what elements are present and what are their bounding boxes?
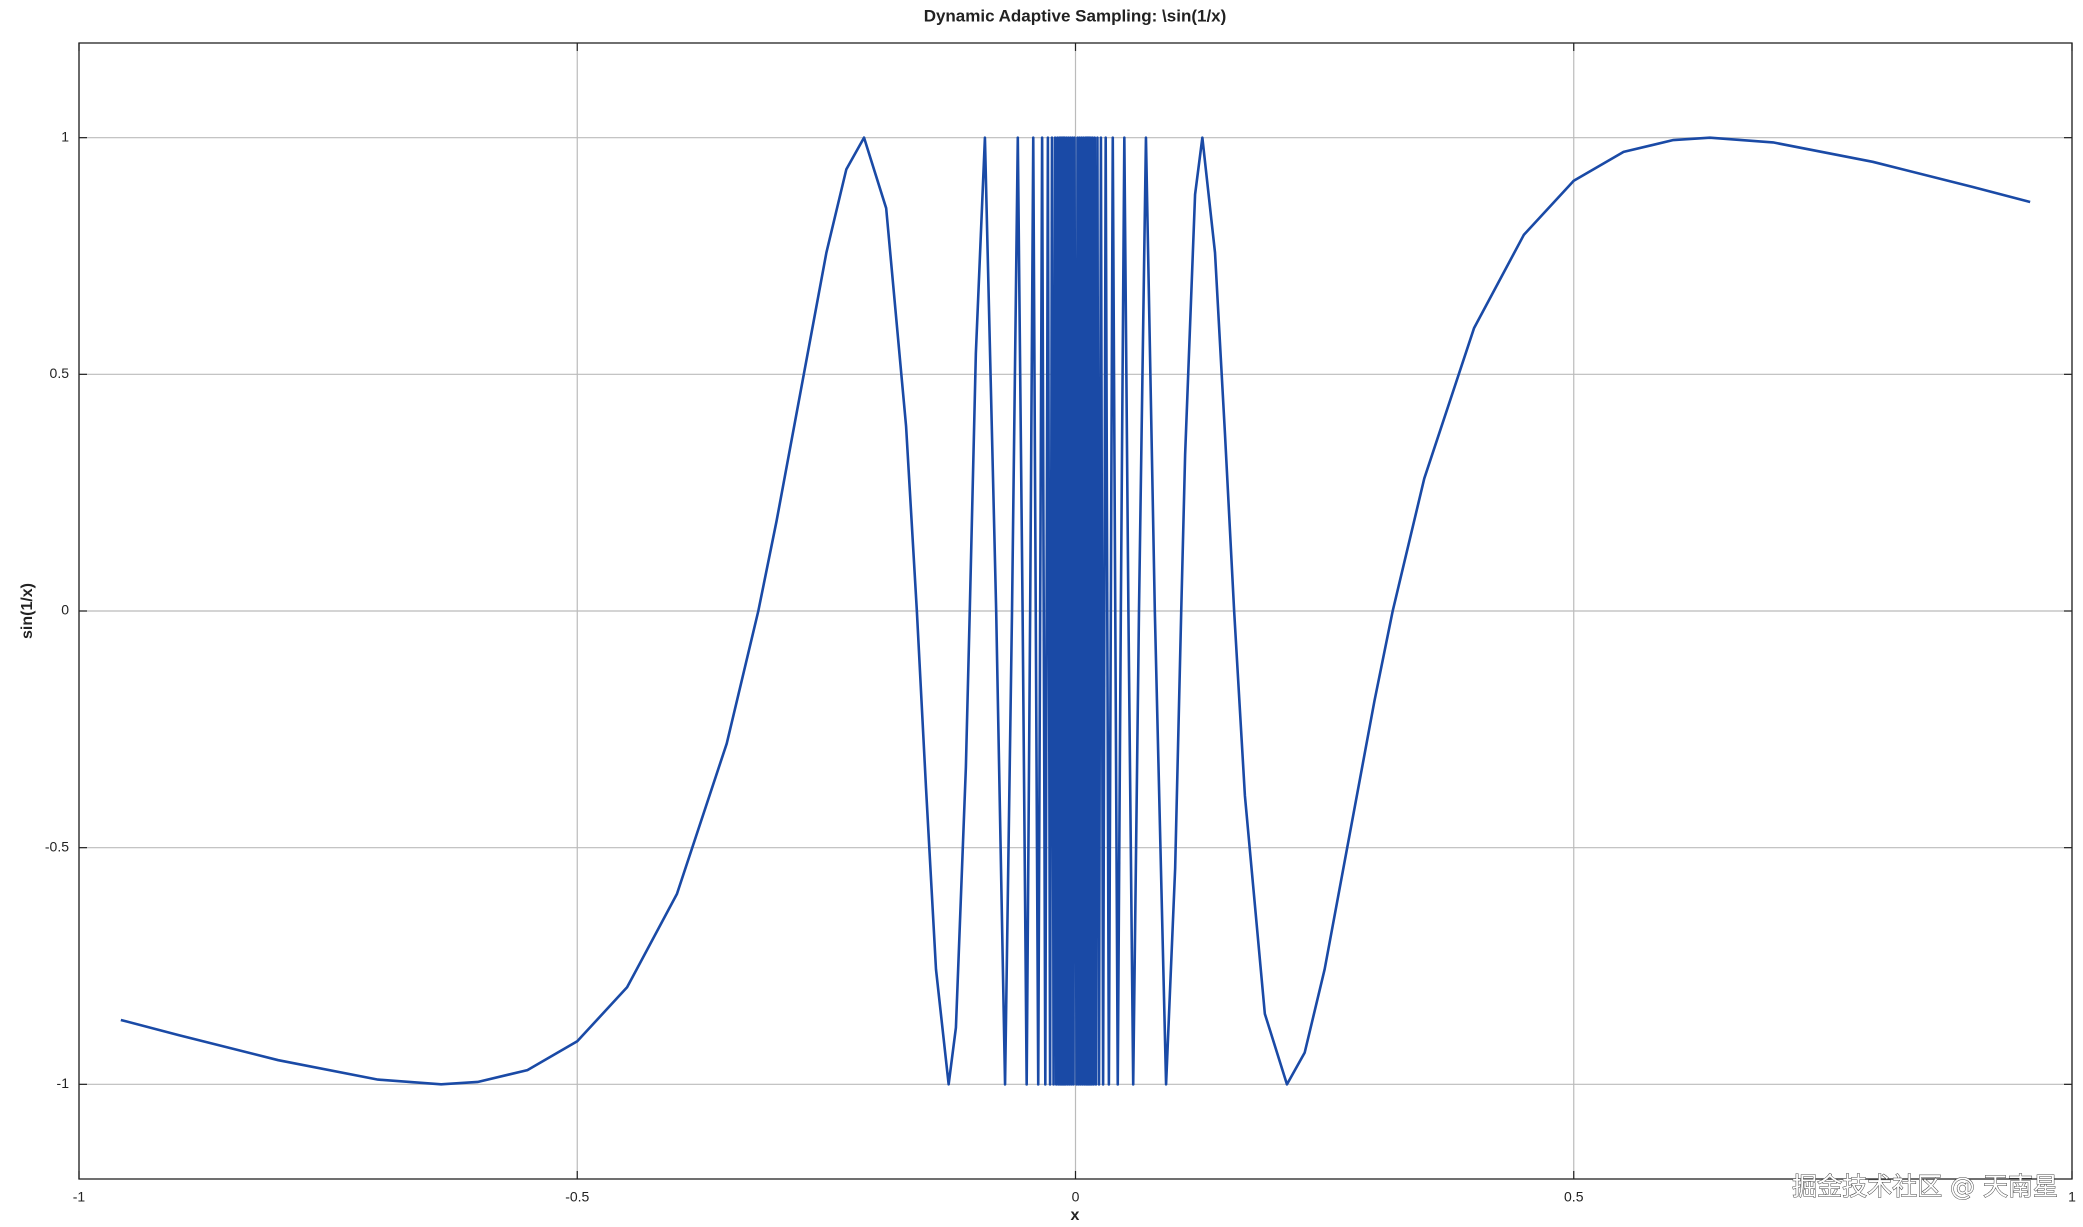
x-axis-label: x [1071,1207,1080,1224]
watermark: 掘金技术社区 @ 天南星 [1792,1172,2058,1201]
y-tick-label: 1 [61,128,69,144]
x-tick-label: 0.5 [1564,1189,1584,1205]
x-tick-label: 1 [2068,1189,2076,1205]
y-tick-label: -1 [57,1075,70,1091]
x-tick-label: 0 [1072,1189,1080,1205]
plot-frame [78,42,2073,1180]
chart-title: Dynamic Adaptive Sampling: \sin(1/x) [924,6,1227,25]
data-line [120,136,2031,1086]
y-tick-label: -0.5 [45,838,69,854]
y-axis-label: sin(1/x) [19,583,36,639]
x-tick-label: -0.5 [565,1189,589,1205]
y-tick-label: 0 [61,602,69,618]
y-tick-label: 0.5 [50,365,70,381]
x-tick-label: -1 [73,1189,86,1205]
